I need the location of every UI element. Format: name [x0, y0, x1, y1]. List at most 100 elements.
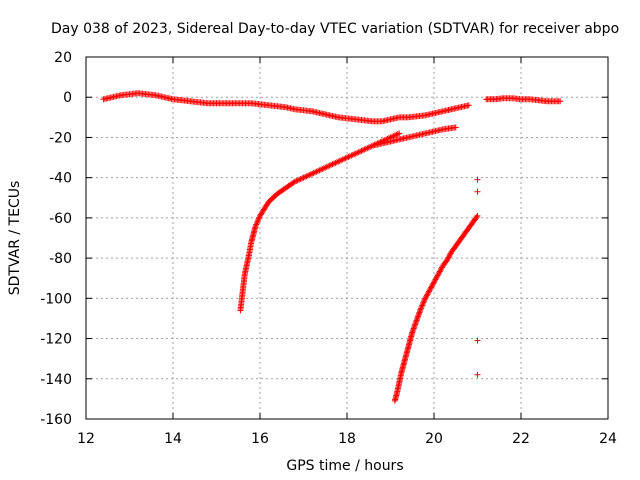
- data-point: [474, 188, 481, 195]
- data-point: [345, 153, 352, 160]
- data-point: [303, 173, 310, 180]
- x-axis-label: GPS time / hours: [286, 458, 403, 474]
- data-point: [342, 155, 349, 162]
- data-point: [423, 292, 430, 299]
- data-point: [444, 255, 451, 262]
- data-point: [325, 163, 332, 170]
- data-point: [349, 151, 356, 158]
- data-point: [355, 149, 362, 156]
- data-point: [335, 158, 342, 165]
- data-point: [359, 147, 366, 154]
- data-point: [256, 214, 263, 221]
- data-point: [474, 337, 481, 344]
- x-tick-label: 24: [599, 431, 617, 447]
- grid: [86, 57, 608, 419]
- data-point: [434, 272, 441, 279]
- data-point: [339, 156, 346, 163]
- data-point: [341, 155, 348, 162]
- y-tick-label: 0: [63, 90, 72, 106]
- data-point: [328, 161, 335, 168]
- data-point: [557, 98, 564, 105]
- data-point: [465, 102, 472, 109]
- data-point: [333, 159, 340, 166]
- data-point: [425, 288, 432, 295]
- y-tick-label: -160: [40, 412, 72, 428]
- data-point: [432, 276, 439, 283]
- data-point: [364, 145, 371, 152]
- axis-ticks: 12 14 16 18 20 22 24 20 0 -20 -40 -60 -80 -100 -120 -14…: [40, 50, 617, 447]
- data-point: [306, 171, 313, 178]
- data-point: [433, 275, 440, 282]
- data-point: [438, 265, 445, 272]
- data-point: [428, 283, 435, 290]
- data-point: [445, 254, 452, 261]
- y-tick-label: 20: [54, 50, 72, 66]
- y-tick-label: -60: [49, 211, 72, 227]
- data-point: [446, 251, 453, 258]
- data-point: [330, 160, 337, 167]
- data-point: [316, 167, 323, 174]
- data-point: [326, 162, 333, 169]
- data-point: [320, 165, 327, 172]
- data-point: [352, 150, 359, 157]
- data-point: [252, 222, 259, 229]
- data-point: [253, 220, 260, 227]
- data-point: [393, 131, 400, 138]
- data-point: [365, 144, 372, 151]
- data-point: [419, 301, 426, 308]
- data-point: [474, 176, 481, 183]
- data-point: [296, 176, 303, 183]
- data-point: [300, 174, 307, 181]
- x-tick-label: 18: [338, 431, 356, 447]
- data-point: [310, 169, 317, 176]
- data-point: [332, 159, 339, 166]
- data-point: [338, 157, 345, 164]
- x-tick-label: 16: [251, 431, 269, 447]
- data-point: [436, 268, 443, 275]
- data-point: [299, 175, 306, 182]
- data-points: [100, 90, 564, 404]
- data-point: [431, 277, 438, 284]
- data-point: [474, 212, 481, 219]
- y-tick-label: -120: [40, 332, 72, 348]
- y-tick-label: -20: [49, 130, 72, 146]
- data-point: [319, 165, 326, 172]
- data-point: [419, 302, 426, 309]
- data-point: [329, 161, 336, 168]
- data-point: [297, 176, 304, 183]
- data-point: [473, 214, 480, 221]
- y-tick-label: -80: [49, 251, 72, 267]
- chart-title: Day 038 of 2023, Sidereal Day-to-day VTE…: [51, 21, 619, 37]
- y-tick-label: -100: [40, 291, 72, 307]
- data-point: [255, 217, 262, 224]
- data-point: [307, 171, 314, 178]
- data-point: [336, 157, 343, 164]
- data-point: [431, 279, 437, 286]
- data-point: [435, 271, 442, 278]
- data-point: [394, 131, 401, 138]
- data-point: [368, 143, 375, 150]
- data-point: [421, 298, 428, 305]
- data-point: [391, 132, 398, 139]
- data-point: [437, 267, 444, 274]
- data-point: [312, 169, 319, 176]
- data-point: [362, 145, 369, 152]
- data-point: [474, 371, 481, 378]
- data-point: [418, 303, 425, 310]
- x-tick-label: 22: [512, 431, 530, 447]
- data-point: [309, 170, 316, 177]
- x-tick-label: 20: [425, 431, 443, 447]
- data-point: [313, 168, 320, 175]
- y-tick-label: -140: [40, 372, 72, 388]
- x-tick-label: 14: [164, 431, 182, 447]
- data-point: [425, 289, 432, 296]
- data-point: [291, 178, 298, 185]
- data-point: [317, 166, 324, 173]
- data-point: [348, 152, 355, 159]
- data-point: [427, 285, 434, 292]
- data-point: [354, 149, 361, 156]
- data-point: [423, 293, 430, 300]
- data-point: [255, 215, 262, 222]
- data-point: [254, 218, 261, 225]
- data-point: [304, 172, 311, 179]
